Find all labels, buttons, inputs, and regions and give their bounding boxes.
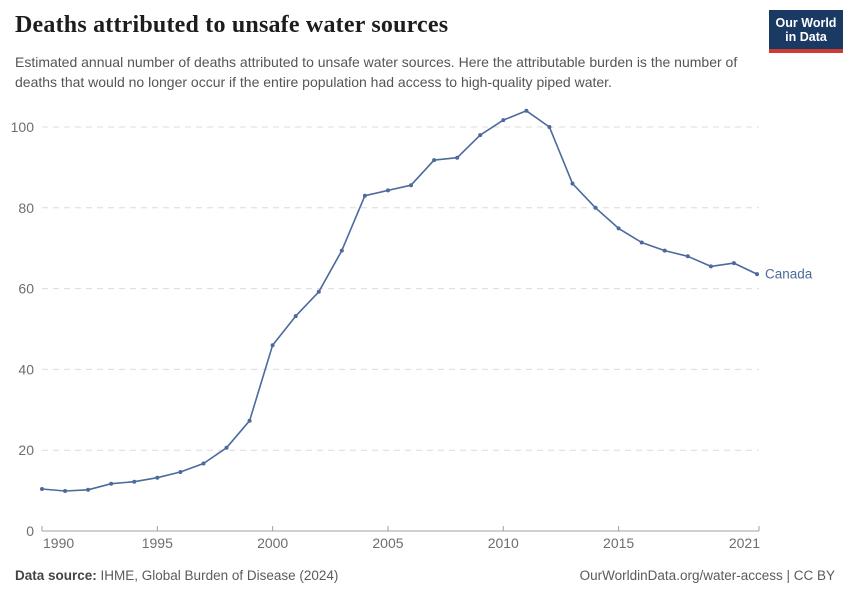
point-canada-2014[interactable] — [593, 205, 598, 210]
data-source: Data source: IHME, Global Burden of Dise… — [15, 568, 338, 583]
point-canada-1994[interactable] — [132, 479, 137, 484]
data-source-value: IHME, Global Burden of Disease (2024) — [96, 568, 339, 583]
owid-logo-line2: in Data — [785, 30, 827, 44]
y-tick-label-0: 0 — [26, 523, 34, 539]
chart-subtitle: Estimated annual number of deaths attrib… — [15, 54, 738, 90]
owid-logo-red-bar — [769, 49, 843, 53]
series-end-label-canada: Canada — [765, 267, 813, 282]
point-canada-2011[interactable] — [524, 108, 529, 113]
x-tick-label-2000: 2000 — [257, 535, 288, 551]
x-tick-label-1990: 1990 — [43, 535, 74, 551]
point-canada-2015[interactable] — [616, 226, 621, 231]
point-canada-2007[interactable] — [432, 158, 437, 163]
data-source-label: Data source: — [15, 568, 97, 583]
owid-logo[interactable]: Our World in Data — [769, 10, 843, 53]
point-canada-1996[interactable] — [178, 470, 183, 474]
point-canada-2018[interactable] — [685, 254, 690, 259]
point-canada-1992[interactable] — [86, 487, 91, 492]
y-tick-label-20: 20 — [18, 442, 34, 458]
chart-footer: Data source: IHME, Global Burden of Dise… — [15, 568, 835, 583]
page-title: Deaths attributed to unsafe water source… — [15, 12, 449, 38]
y-tick-label-100: 100 — [11, 119, 35, 135]
point-canada-1990[interactable] — [40, 487, 44, 491]
x-tick-label-2010: 2010 — [488, 535, 519, 551]
chart-canvas[interactable]: 0 20 40 60 80 100 1990 1995 2000 2005 2010 2015 2021… — [0, 95, 850, 555]
point-canada-2021[interactable] — [755, 272, 759, 277]
x-tick-label-2021: 2021 — [729, 535, 760, 551]
point-canada-2005[interactable] — [386, 188, 390, 193]
point-canada-2010[interactable] — [501, 118, 506, 123]
point-canada-1995[interactable] — [155, 475, 160, 480]
point-canada-2013[interactable] — [570, 181, 575, 186]
point-canada-2012[interactable] — [547, 125, 552, 129]
x-tick-label-2005: 2005 — [372, 535, 403, 551]
point-canada-1993[interactable] — [109, 481, 114, 486]
point-canada-2001[interactable] — [293, 314, 298, 319]
point-canada-1999[interactable] — [247, 418, 252, 423]
credit-link[interactable]: OurWorldinData.org/water-access | CC BY — [579, 568, 835, 583]
point-canada-2019[interactable] — [708, 264, 713, 269]
point-canada-1991[interactable] — [63, 489, 68, 493]
point-canada-2016[interactable] — [639, 240, 644, 245]
y-tick-label-40: 40 — [18, 361, 34, 377]
point-canada-2020[interactable] — [731, 261, 736, 266]
point-canada-2004[interactable] — [362, 193, 367, 198]
owid-logo-line1: Our World — [775, 16, 837, 30]
point-canada-1997[interactable] — [201, 461, 206, 466]
point-canada-1998[interactable] — [224, 445, 229, 450]
point-canada-2000[interactable] — [270, 343, 275, 348]
x-tick-label-1995: 1995 — [142, 535, 173, 551]
line-canada[interactable] — [41, 110, 758, 492]
y-tick-label-80: 80 — [18, 200, 34, 216]
point-canada-2008[interactable] — [455, 155, 460, 160]
point-canada-2003[interactable] — [339, 248, 344, 253]
x-tick-label-2015: 2015 — [603, 535, 634, 551]
point-canada-2009[interactable] — [478, 133, 483, 138]
y-tick-label-60: 60 — [18, 281, 34, 297]
point-canada-2002[interactable] — [316, 289, 321, 294]
point-canada-2017[interactable] — [662, 248, 667, 253]
point-canada-2006[interactable] — [409, 183, 413, 188]
